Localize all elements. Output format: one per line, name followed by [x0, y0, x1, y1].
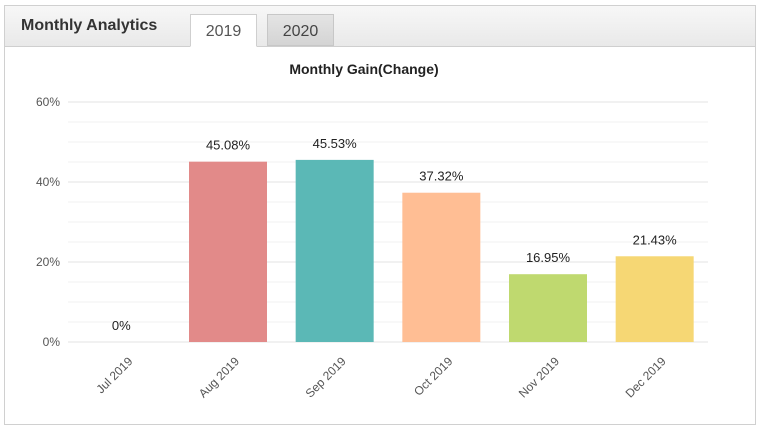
data-label: 21.43%	[633, 232, 678, 247]
bar[interactable]	[402, 192, 481, 342]
data-label: 45.08%	[206, 138, 251, 153]
x-tick-label: Aug 2019	[196, 354, 242, 400]
y-tick-label: 40%	[36, 175, 60, 189]
data-label: 37.32%	[419, 169, 464, 184]
y-tick-label: 0%	[43, 335, 61, 349]
chart-grid	[68, 101, 708, 343]
bar[interactable]	[189, 161, 267, 342]
tab-2019[interactable]: 2019	[190, 14, 257, 47]
panel-title: Monthly Analytics	[21, 17, 158, 34]
data-label: 16.95%	[526, 250, 571, 265]
data-label: 0%	[112, 318, 131, 333]
bar[interactable]	[615, 256, 694, 342]
tab-2020[interactable]: 2020	[267, 14, 334, 46]
x-tick-label: Jul 2019	[93, 354, 135, 396]
x-tick-label: Oct 2019	[411, 354, 456, 399]
data-label: 45.53%	[313, 136, 358, 151]
x-tick-label: Nov 2019	[516, 354, 562, 400]
bar[interactable]	[509, 274, 587, 342]
monthly-analytics-panel: Monthly Analytics 2019 2020	[4, 5, 756, 425]
panel-header: Monthly Analytics 2019 2020	[5, 6, 755, 47]
data-labels: 0% 45.08% 45.53% 37.32% 16.95% 21.43%	[112, 136, 677, 333]
chart-title: Monthly Gain(Change)	[289, 61, 438, 77]
x-tick-label: Dec 2019	[623, 354, 669, 400]
y-tick-label: 20%	[36, 255, 60, 269]
x-tick-label: Sep 2019	[303, 354, 349, 400]
bar[interactable]	[295, 159, 374, 342]
y-axis: 0% 20% 40% 60%	[36, 95, 60, 349]
bars	[189, 159, 694, 342]
y-tick-label: 60%	[36, 95, 60, 109]
x-axis: Jul 2019 Aug 2019 Sep 2019 Oct 2019 Nov 2019…	[93, 354, 669, 400]
